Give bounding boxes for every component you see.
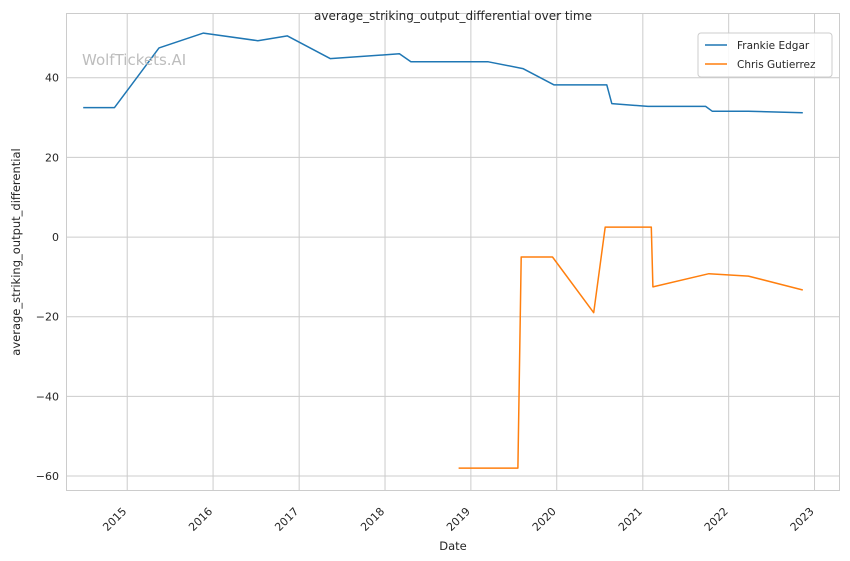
- y-tick-label: 20: [45, 151, 59, 164]
- y-tick-label: −40: [36, 390, 59, 403]
- x-tick-label: 2017: [272, 505, 301, 534]
- legend: Frankie Edgar Chris Gutierrez: [697, 32, 833, 78]
- y-tick-label: −20: [36, 311, 59, 324]
- x-tick-label: 2019: [444, 505, 473, 534]
- x-tick-label: 2021: [616, 505, 645, 534]
- grid-lines: [67, 14, 839, 490]
- watermark: WolfTickets.AI: [82, 51, 186, 69]
- y-tick-label: 40: [45, 72, 59, 85]
- chart-title: average_striking_output_differential ove…: [314, 9, 592, 23]
- y-tick-label: 0: [52, 231, 59, 244]
- tick-labels: −60 −40 −20 0 20 40 2015 2016 2017 2018 2019 2020 20…: [36, 72, 817, 534]
- plot-frame: [66, 13, 840, 491]
- series-line-chris-gutierrez: [458, 226, 803, 469]
- y-axis-label: average_striking_output_differential: [9, 148, 23, 355]
- series-lines: [83, 32, 803, 469]
- x-tick-label: 2018: [358, 505, 387, 534]
- x-tick-label: 2023: [788, 505, 817, 534]
- x-tick-label: 2020: [530, 505, 559, 534]
- y-tick-label: −60: [36, 470, 59, 483]
- legend-label-chris-gutierrez: Chris Gutierrez: [737, 59, 816, 71]
- legend-box: [697, 32, 833, 78]
- x-axis-label: Date: [439, 539, 467, 553]
- legend-label-frankie-edgar: Frankie Edgar: [737, 40, 810, 52]
- x-tick-label: 2022: [702, 505, 731, 534]
- series-line-frankie-edgar: [83, 32, 803, 114]
- x-tick-label: 2016: [186, 505, 215, 534]
- x-tick-label: 2015: [100, 505, 129, 534]
